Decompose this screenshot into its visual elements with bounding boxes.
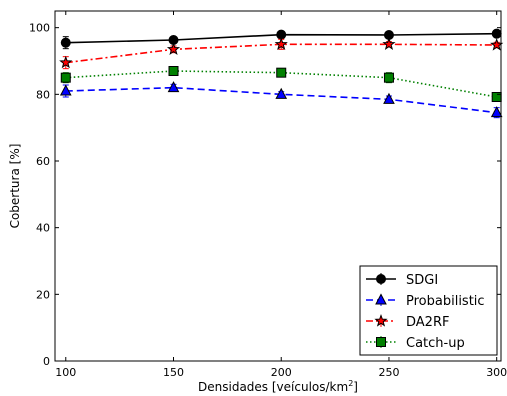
legend: SDGI Probabilistic DA2RF Catch-up	[359, 265, 498, 356]
legend-item-sdgi: SDGI	[366, 273, 438, 288]
y-tick-label: 60	[36, 155, 50, 168]
data-point-probabilistic	[59, 84, 72, 96]
y-tick-label: 100	[29, 22, 50, 35]
legend-item-probabilistic: Probabilistic	[366, 293, 485, 309]
data-point-catch-up	[60, 72, 71, 83]
data-point-catch-up	[276, 67, 287, 78]
data-point-catch-up	[383, 72, 394, 83]
y-tick-label: 20	[36, 288, 50, 301]
legend-marker-da2rf	[374, 314, 388, 327]
x-tick-label: 300	[486, 366, 507, 379]
legend-label-probabilistic: Probabilistic	[406, 294, 485, 309]
y-tick-label: 80	[36, 88, 50, 101]
x-tick-label: 200	[271, 366, 292, 379]
data-point-sdgi	[491, 28, 502, 39]
legend-marker-catch-up	[376, 337, 386, 347]
x-axis-label-end: ]	[353, 380, 358, 394]
data-point-probabilistic	[490, 106, 503, 118]
y-axis-label: Cobertura [%]	[8, 144, 22, 229]
y-tick-label: 40	[36, 222, 50, 235]
x-axis-label: Densidades [veículos/km2]	[198, 379, 358, 394]
x-axis-label-main: Densidades [veículos/km	[198, 380, 348, 394]
x-tick-label: 250	[378, 366, 399, 379]
series-line-catch-up	[65, 70, 497, 98]
x-tick-label: 150	[163, 366, 184, 379]
series-probabilistic	[59, 81, 503, 119]
ticks-layer: 100 150 200 250 300 0 20 40 60 80 100	[29, 11, 507, 379]
y-tick-label: 0	[43, 355, 50, 368]
legend-label-da2rf: DA2RF	[406, 315, 449, 330]
legend-item-catch-up: Catch-up	[366, 336, 465, 351]
data-point-sdgi	[60, 37, 71, 48]
data-point-da2rf	[59, 55, 73, 69]
data-point-catch-up	[168, 66, 179, 76]
series-da2rf	[59, 37, 504, 70]
legend-label-catch-up: Catch-up	[406, 336, 465, 351]
data-point-probabilistic	[383, 92, 395, 104]
data-point-da2rf	[382, 37, 396, 50]
legend-label-sdgi: SDGI	[406, 273, 438, 288]
x-axis-label-superscript: 2	[348, 379, 353, 388]
data-point-da2rf	[274, 37, 288, 50]
data-point-da2rf	[166, 42, 181, 55]
legend-marker-sdgi	[376, 274, 386, 284]
x-tick-label: 100	[55, 366, 76, 379]
series-catch-up	[60, 66, 502, 102]
series-layer	[59, 28, 504, 119]
legend-item-da2rf: DA2RF	[366, 314, 449, 330]
series-sdgi	[60, 28, 502, 50]
plot-frame	[54, 10, 502, 362]
data-point-probabilistic	[167, 81, 180, 93]
legend-marker-probabilistic	[375, 293, 387, 305]
data-point-probabilistic	[275, 87, 288, 99]
